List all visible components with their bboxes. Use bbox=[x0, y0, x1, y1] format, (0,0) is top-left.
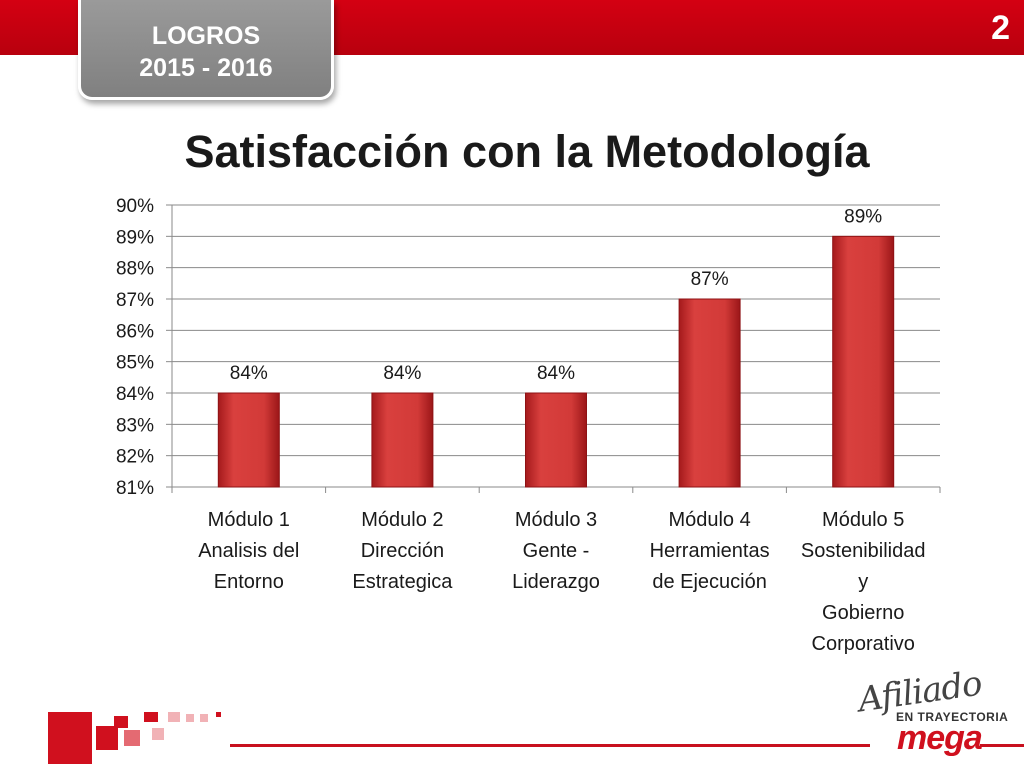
y-tick-label: 85% bbox=[116, 353, 154, 374]
x-tick-label: Corporativo bbox=[812, 633, 915, 655]
bar bbox=[832, 235, 895, 488]
y-tick-label: 84% bbox=[116, 384, 154, 405]
brand-tagline: EN TRAYECTORIA bbox=[896, 710, 1009, 724]
decor-square bbox=[200, 714, 208, 722]
y-tick-label: 89% bbox=[116, 227, 154, 248]
x-tick-label: Gente - bbox=[523, 540, 590, 562]
decor-square bbox=[168, 712, 180, 722]
bar bbox=[371, 392, 434, 488]
logros-tab-title: LOGROS bbox=[151, 22, 261, 50]
logros-tab: LOGROS 2015 - 2016 bbox=[78, 0, 334, 100]
data-label: 87% bbox=[691, 269, 729, 290]
x-tick-label: Herramientas bbox=[650, 540, 770, 562]
bar bbox=[525, 392, 587, 488]
decor-square bbox=[152, 728, 164, 740]
y-tick-label: 81% bbox=[116, 478, 154, 499]
x-tick-label: Analisis del bbox=[198, 540, 299, 562]
decor-square bbox=[186, 714, 194, 722]
x-tick-label: Estrategica bbox=[352, 571, 453, 593]
x-tick-label: y bbox=[858, 571, 868, 593]
x-tick-label: Módulo 1 bbox=[208, 509, 290, 531]
y-tick-label: 88% bbox=[116, 259, 154, 280]
x-tick-label: Módulo 2 bbox=[361, 509, 443, 531]
data-label: 84% bbox=[230, 363, 268, 384]
x-tick-label: de Ejecución bbox=[652, 571, 767, 593]
brand-logo: mega bbox=[897, 719, 983, 757]
y-tick-label: 87% bbox=[116, 290, 154, 311]
logros-tab-years: 2015 - 2016 bbox=[139, 54, 273, 82]
decor-square bbox=[96, 726, 118, 750]
y-tick-label: 82% bbox=[116, 447, 154, 468]
x-tick-label: Dirección bbox=[361, 540, 444, 562]
footer-line bbox=[230, 744, 870, 747]
data-label: 89% bbox=[844, 206, 882, 227]
y-tick-label: 90% bbox=[116, 196, 154, 217]
footer-line bbox=[980, 744, 1024, 747]
decor-square bbox=[124, 730, 140, 746]
x-tick-label: Módulo 4 bbox=[668, 509, 750, 531]
data-label: 84% bbox=[537, 363, 575, 384]
y-tick-label: 83% bbox=[116, 415, 154, 436]
decor-square bbox=[144, 712, 158, 722]
slide-number: 2 bbox=[991, 9, 1010, 47]
page-title: Satisfacción con la Metodología bbox=[184, 126, 870, 177]
x-tick-label: Gobierno bbox=[822, 602, 904, 624]
x-tick-label: Módulo 3 bbox=[515, 509, 597, 531]
data-label: 84% bbox=[383, 363, 421, 384]
decor-square bbox=[216, 712, 221, 717]
bar bbox=[217, 392, 280, 488]
x-tick-label: Entorno bbox=[214, 571, 284, 593]
x-tick-label: Módulo 5 bbox=[822, 509, 904, 531]
decor-square bbox=[114, 716, 128, 728]
x-tick-label: Liderazgo bbox=[512, 571, 600, 593]
decor-square bbox=[48, 712, 92, 764]
bar bbox=[678, 298, 741, 488]
y-tick-label: 86% bbox=[116, 321, 154, 342]
x-tick-label: Sostenibilidad bbox=[801, 540, 926, 562]
